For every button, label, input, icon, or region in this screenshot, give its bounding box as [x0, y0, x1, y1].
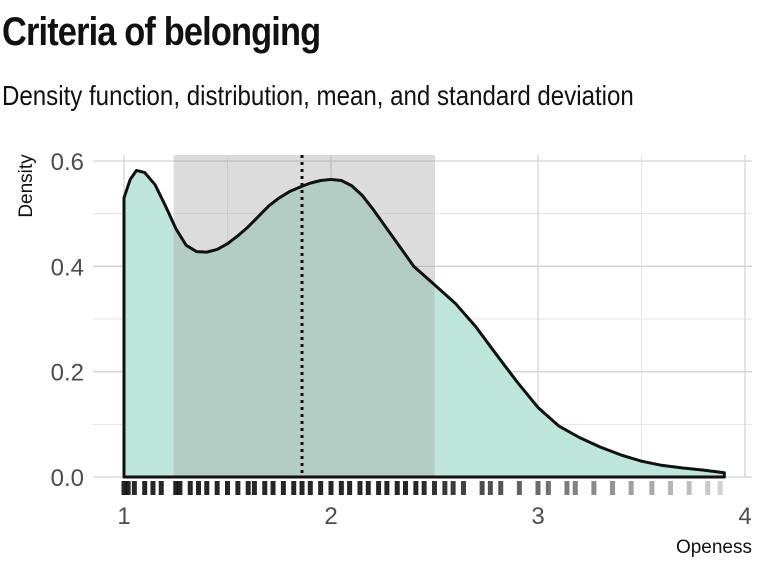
rug-mark: [376, 481, 382, 495]
density-curve: [122, 168, 726, 479]
rug-mark: [421, 481, 427, 495]
rug-mark: [158, 481, 164, 495]
rug-mark: [535, 481, 541, 495]
rug-mark: [328, 481, 334, 495]
rug-mark: [150, 481, 156, 495]
rug-mark: [245, 481, 251, 495]
rug-mark: [591, 481, 597, 495]
rug-mark: [545, 481, 551, 495]
rug-mark: [460, 481, 466, 495]
rug-mark: [564, 481, 570, 495]
y-axis-label: Density: [16, 154, 37, 218]
rug-mark: [318, 481, 324, 495]
rug-mark: [442, 481, 448, 495]
chart-title: Criteria of belonging: [2, 10, 321, 54]
sd-band: [173, 155, 435, 477]
rug-mark: [173, 481, 179, 495]
rug-mark: [432, 481, 437, 495]
rug-mark: [413, 481, 419, 495]
x-tick-label: 3: [531, 503, 544, 530]
rug-mark: [347, 481, 353, 495]
x-tick-label: 1: [117, 503, 130, 530]
rug-mark: [299, 481, 305, 495]
rug-mark: [262, 481, 268, 495]
rug-mark: [498, 481, 504, 495]
rug-mark: [479, 481, 485, 495]
tick-labels: 0.0 0.2 0.4 0.6 1 2 3 4: [51, 149, 752, 530]
rug-mark: [394, 481, 400, 495]
y-tick-label: 0.6: [51, 149, 84, 176]
rug-mark: [225, 481, 230, 495]
rug-mark: [187, 481, 193, 495]
rug-mark: [610, 481, 616, 495]
rug-mark: [357, 481, 363, 495]
rug-mark: [649, 481, 655, 495]
rug-mark: [131, 481, 137, 495]
rug-mark: [177, 481, 183, 495]
rug-mark: [214, 481, 220, 495]
rug-mark: [235, 481, 241, 495]
rug-mark: [717, 481, 723, 495]
rug-mark: [121, 481, 127, 495]
rug-layer: [121, 481, 723, 495]
rug-mark: [270, 481, 276, 495]
rug-mark: [338, 481, 344, 495]
x-tick-label: 2: [324, 503, 337, 530]
y-tick-label: 0.4: [51, 254, 84, 281]
y-tick-label: 0.0: [51, 465, 84, 492]
rug-mark: [365, 481, 371, 495]
rug-mark: [403, 481, 409, 495]
rug-mark: [280, 481, 286, 495]
y-tick-label: 0.2: [51, 360, 84, 387]
rug-mark: [572, 481, 578, 495]
rug-mark: [125, 481, 131, 495]
rug-mark: [667, 481, 673, 495]
rug-mark: [196, 481, 202, 495]
density-area-layer: [122, 155, 726, 479]
rug-mark: [142, 481, 148, 495]
rug-mark: [686, 481, 692, 495]
rug-mark: [487, 481, 493, 495]
x-axis-label: Openess: [676, 537, 752, 558]
density-area: [124, 170, 725, 478]
rug-mark: [384, 481, 390, 495]
rug-mark: [204, 481, 210, 495]
rug-mark: [307, 481, 313, 495]
rug-mark: [628, 481, 634, 495]
x-tick-label: 4: [738, 503, 751, 530]
rug-mark: [705, 481, 711, 495]
rug-mark: [251, 481, 257, 495]
rug-mark: [291, 481, 297, 495]
chart-subtitle: Density function, distribution, mean, an…: [2, 80, 634, 111]
rug-mark: [450, 481, 456, 495]
rug-mark: [516, 481, 522, 495]
